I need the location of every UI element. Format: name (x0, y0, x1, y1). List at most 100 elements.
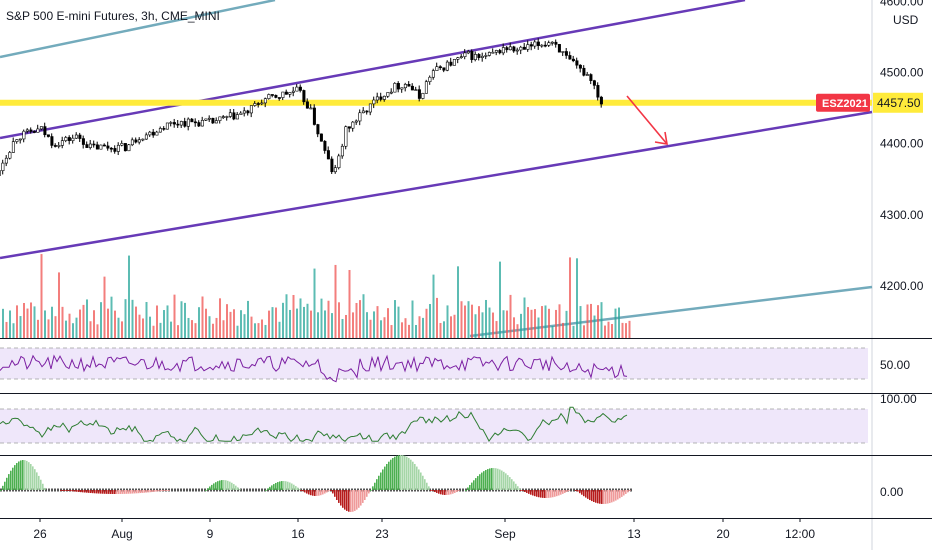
volume-bar (247, 300, 249, 338)
candle-body (172, 122, 176, 125)
momentum-bar (44, 487, 46, 490)
volume-bar (607, 321, 610, 338)
volume-bar (488, 307, 491, 338)
candle-body (386, 92, 390, 97)
candle-body (477, 54, 481, 58)
volume-bar (296, 308, 298, 338)
volume-bar (341, 318, 344, 338)
momentum-bar (493, 468, 495, 490)
volume-bar (366, 312, 368, 338)
symbol-badge-label: ESZ2021 (822, 98, 868, 110)
volume-bar (187, 317, 190, 338)
time-tick-label: 26 (33, 527, 47, 541)
momentum-bar (6, 477, 8, 490)
momentum-bar (434, 490, 436, 493)
candle-body (354, 120, 358, 123)
momentum-bar (477, 476, 479, 490)
momentum-bar (209, 486, 211, 490)
candle-body (379, 96, 383, 100)
volume-bar (443, 321, 445, 338)
volume-bar (2, 308, 4, 338)
projection-arrow-head (654, 131, 668, 145)
volume-bar (82, 304, 85, 338)
volume-bar (240, 310, 242, 338)
candle-body (127, 144, 131, 152)
candle-body (421, 92, 425, 99)
volume-bar (492, 312, 494, 338)
candle-body (459, 56, 463, 58)
momentum-bar (364, 490, 366, 500)
momentum-bar (530, 490, 532, 495)
candle-body (50, 136, 54, 146)
candle-body (403, 84, 407, 89)
volume-bar (429, 304, 431, 338)
candle-body (288, 92, 292, 95)
currency-label: USD (893, 13, 919, 27)
momentum-bar (36, 472, 38, 490)
price-tick-label: 4300.00 (880, 208, 924, 222)
candle-body (337, 155, 341, 169)
momentum-bar (350, 490, 352, 512)
volume-bar (621, 322, 624, 338)
momentum-bar (78, 490, 80, 492)
momentum-bar (30, 464, 32, 490)
volume-bar (394, 300, 396, 338)
volume-bar (12, 323, 15, 338)
candle-body (190, 118, 194, 123)
momentum-bar (82, 490, 84, 493)
candle-body (162, 128, 166, 130)
candle-body (214, 120, 218, 124)
volume-bar (282, 302, 284, 338)
candle-body (85, 144, 89, 148)
volume-bar (404, 318, 407, 338)
volume-bar (30, 302, 32, 338)
momentum-bar (38, 475, 40, 490)
momentum-bar (366, 490, 368, 497)
volume-bar (114, 310, 116, 338)
candle-body (260, 102, 264, 105)
momentum-bar (299, 489, 301, 491)
momentum-bar (396, 455, 398, 490)
momentum-bar (560, 490, 562, 495)
momentum-bar (442, 490, 444, 495)
volume-bar (467, 301, 470, 338)
volume-bar (208, 316, 211, 338)
momentum-bar (122, 490, 124, 494)
momentum-bar (237, 487, 239, 490)
momentum-bar (491, 468, 493, 490)
candle-body (0, 170, 1, 176)
momentum-bar (132, 490, 134, 494)
volume-bar (373, 311, 375, 338)
momentum-bar (148, 490, 150, 493)
volume-bar (289, 309, 291, 338)
volume-bar (558, 304, 561, 338)
momentum-bar (384, 466, 386, 490)
momentum-bar (536, 490, 538, 497)
volume-bar (156, 305, 158, 338)
momentum-bar (32, 466, 34, 490)
candle-body (473, 54, 477, 60)
momentum-bar (593, 490, 595, 502)
volume-bar (124, 299, 127, 338)
last-price-label: 4457.50 (877, 96, 921, 110)
momentum-bar (275, 482, 277, 490)
momentum-bar (328, 490, 330, 492)
candle-body (106, 145, 110, 149)
momentum-bar (168, 490, 170, 491)
volume-bar (537, 317, 540, 338)
momentum-bar (526, 490, 528, 493)
momentum-bar (219, 480, 221, 490)
momentum-bar (520, 490, 522, 491)
candle-body (256, 103, 260, 105)
momentum-bar (98, 490, 100, 494)
volume-bar (89, 321, 92, 338)
candle-body (438, 66, 442, 69)
volume-bar (250, 316, 253, 338)
momentum-bar (293, 484, 295, 490)
candle-body (277, 97, 281, 99)
momentum-bar (60, 490, 62, 491)
candle-body (344, 126, 348, 147)
candle-body (428, 76, 432, 82)
momentum-bar (66, 490, 68, 491)
